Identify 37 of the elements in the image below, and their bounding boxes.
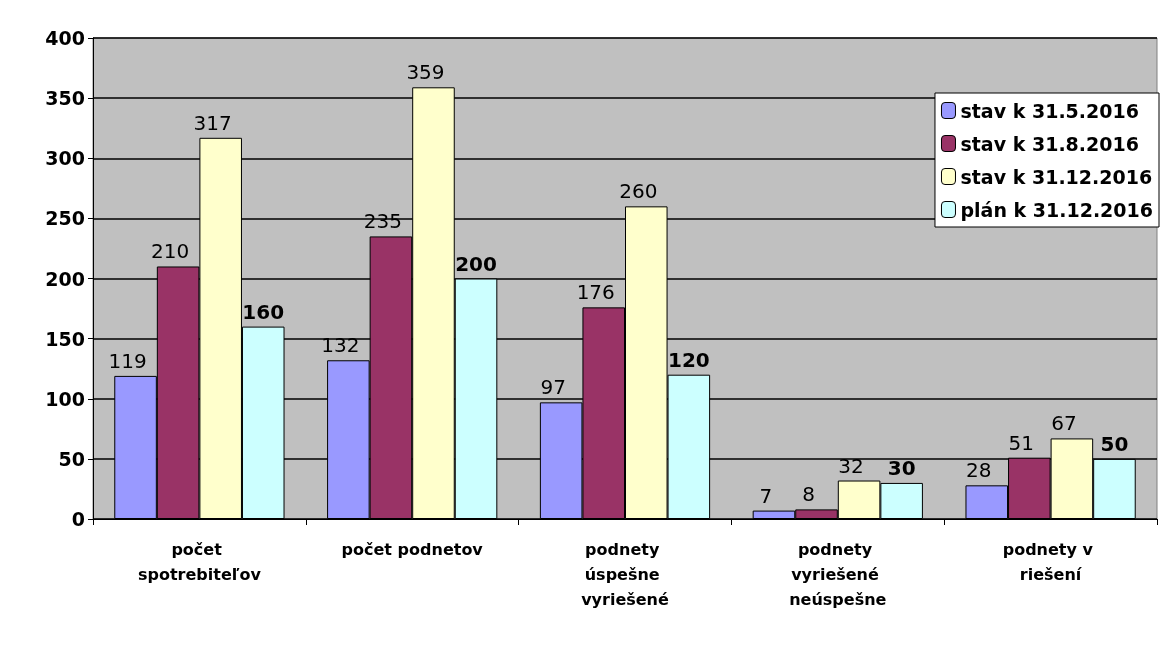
data-label: 200 <box>455 251 497 276</box>
x-tick-label: počet spotrebiteľov <box>137 540 262 584</box>
data-label: 120 <box>667 347 710 372</box>
x-tick-label: počet podnetov <box>341 540 484 559</box>
legend-label: stav k 31.5.2016 <box>960 99 1139 122</box>
y-tick-label: 400 <box>45 27 85 49</box>
data-label: 30 <box>887 455 916 480</box>
y-tick-label: 300 <box>45 147 85 170</box>
y-tick-label: 250 <box>45 207 85 230</box>
y-tick-label: 100 <box>45 387 85 410</box>
data-label: 160 <box>242 299 285 324</box>
data-label: 50 <box>1100 431 1129 456</box>
legend-label: plán k 31.12.2016 <box>960 198 1154 221</box>
data-label: 7 <box>759 483 773 508</box>
data-label: 317 <box>193 110 232 135</box>
legend-label: stav k 31.8.2016 <box>960 132 1139 155</box>
y-tick-label: 50 <box>58 447 85 470</box>
data-label: 51 <box>1008 430 1035 455</box>
y-tick-label: 200 <box>45 267 85 290</box>
data-label: 210 <box>151 239 190 264</box>
data-label: 119 <box>108 348 147 373</box>
data-label: 359 <box>406 60 445 85</box>
y-tick-label: 150 <box>45 327 85 350</box>
x-tick-label: podnety vyriešené neúspešne <box>789 540 887 609</box>
data-label: 260 <box>619 179 658 204</box>
data-label: 8 <box>802 482 815 507</box>
data-label: 97 <box>540 375 566 400</box>
data-label: 176 <box>576 280 615 305</box>
y-tick-label: 350 <box>45 87 85 110</box>
data-label: 28 <box>966 458 992 483</box>
data-label: 132 <box>321 333 360 358</box>
x-tick-label: podnety úspešne vyriešené <box>581 540 669 609</box>
data-label: 67 <box>1051 411 1077 436</box>
data-label: 32 <box>838 453 864 478</box>
x-tick-label: podnety v riešení <box>1002 540 1099 584</box>
y-tick-label: 0 <box>71 508 85 530</box>
legend-label: stav k 31.12.2016 <box>960 165 1153 188</box>
